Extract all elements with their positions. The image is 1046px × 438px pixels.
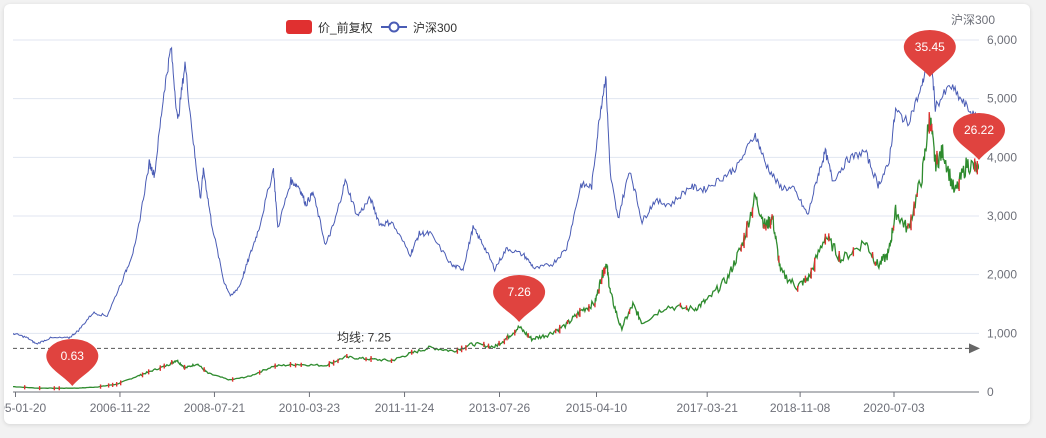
- axes: 0 1,000 2,000 3,000 4,000 5,000 6,000 沪深300 2005…: [4, 13, 1017, 415]
- average-line-label: 均线: 7.25: [337, 330, 391, 344]
- chart-card: 均线: 7.25 0 1,000 2,000 3,000 4,000 5,000 6,000…: [4, 4, 1030, 424]
- series-layer: [13, 40, 979, 391]
- marker-balloon: [903, 30, 956, 77]
- index-line: [13, 40, 979, 345]
- marker-pin: 7.26: [493, 274, 546, 322]
- legend-label-price: 价_前复权: [318, 20, 373, 35]
- marker-pin: 35.45: [903, 30, 956, 77]
- x-tick-label: 2018-11-08: [770, 401, 831, 415]
- x-tick-label: 2011-11-24: [375, 401, 435, 415]
- marker-label: 26.22: [964, 123, 994, 137]
- x-tick-label: 2006-11-22: [90, 401, 151, 415]
- average-line-arrow: [969, 343, 980, 354]
- price-line: [13, 114, 979, 389]
- marker-label: 35.45: [915, 40, 945, 54]
- x-tick-label: 2013-07-26: [469, 401, 531, 415]
- marker-balloon: [953, 113, 1005, 160]
- y-tick-label: 4,000: [987, 150, 1017, 164]
- chart-canvas: 均线: 7.25 0 1,000 2,000 3,000 4,000 5,000 6,000…: [4, 13, 1017, 415]
- y-tick-label: 6,000: [987, 33, 1017, 47]
- y-tick-label: 0: [987, 385, 994, 399]
- y-tick-label: 3,000: [987, 209, 1017, 223]
- y-axis-label: 沪深300: [951, 13, 995, 27]
- mark-line: 均线: 7.25: [13, 330, 980, 354]
- legend: 价_前复权 沪深300: [286, 20, 457, 35]
- gridlines: [13, 39, 979, 393]
- y-tick-label: 2,000: [987, 268, 1017, 282]
- x-tick-label: 2020-07-03: [863, 401, 925, 415]
- x-tick-label: 2005-01-20: [4, 401, 47, 415]
- x-tick-label: 2015-04-10: [566, 401, 628, 415]
- marker-pin: 26.22: [953, 113, 1005, 160]
- x-tick-label: 2010-03-23: [279, 401, 341, 415]
- marker-pin: 0.63: [46, 339, 99, 386]
- legend-label-index: 沪深300: [413, 21, 457, 35]
- y-tick-label: 5,000: [987, 92, 1017, 106]
- marker-label: 0.63: [61, 349, 85, 363]
- x-tick-label: 2008-07-21: [184, 401, 246, 415]
- markers: 0.63 7.26 35.45 26.22: [46, 30, 1005, 386]
- y-tick-label: 1,000: [987, 326, 1017, 340]
- marker-balloon: [46, 339, 99, 386]
- legend-swatch-index-dot: [388, 21, 400, 33]
- marker-balloon: [493, 274, 546, 322]
- x-tick-label: 2017-03-21: [676, 401, 738, 415]
- legend-swatch-price: [286, 20, 312, 34]
- marker-label: 7.26: [507, 285, 531, 299]
